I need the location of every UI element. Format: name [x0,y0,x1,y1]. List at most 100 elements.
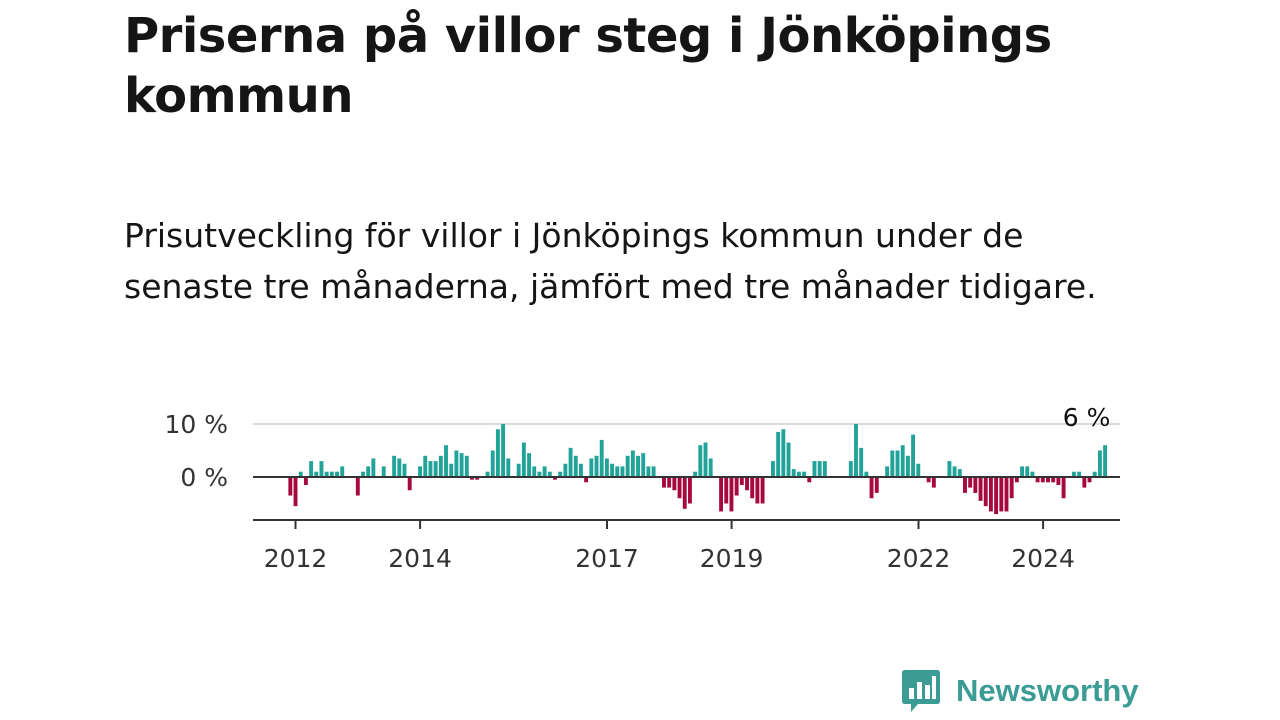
bar [874,477,879,493]
bar [610,463,615,477]
bar [366,466,371,477]
bar [1087,477,1092,483]
bar [760,477,765,504]
bar [599,439,604,477]
bar [288,477,293,496]
bar [1040,477,1045,483]
bar [615,466,620,477]
bar [298,471,303,477]
bar [869,477,874,499]
bar [854,424,858,477]
bar-chart-speech-bubble-icon [902,670,940,712]
bar [475,477,480,480]
bar [584,477,589,483]
bar [983,477,988,507]
bar [407,477,412,491]
bar [916,463,921,477]
bar [324,471,329,477]
y-tick-label: 0 % [180,463,228,492]
x-tick-label: 2017 [575,544,639,573]
bar [1097,450,1102,477]
bar [1051,477,1056,483]
bar [796,471,801,477]
bar [418,466,423,477]
y-tick-label: 10 % [164,410,228,439]
bar-layer [288,424,1108,515]
bar [361,471,365,477]
bar [817,461,822,477]
bar [931,477,936,488]
bar [314,471,319,477]
bar [667,477,672,488]
bar [630,450,635,477]
bar [397,458,402,477]
bar [952,466,957,477]
bar [682,477,687,509]
bar [459,453,464,477]
bar [900,445,905,477]
x-tick-label: 2024 [1011,544,1075,573]
bar [812,461,817,477]
bar [329,471,334,477]
bar [547,471,552,477]
bar [521,442,526,477]
bar [988,477,993,512]
bar [895,450,900,477]
bar [444,445,448,477]
bar [646,466,651,477]
bar [438,455,443,477]
bar [1014,477,1019,483]
bar [1092,471,1097,477]
bar [791,469,796,477]
bar [755,477,760,504]
bar [973,477,978,493]
bar [542,466,547,477]
bar [672,477,677,491]
x-tick-label: 2014 [388,544,452,573]
bar [786,442,791,477]
bar [994,477,999,515]
bar [1009,477,1014,499]
bar [537,471,542,477]
latest-value-annotation: 6 % [1063,403,1111,432]
bar [553,477,557,480]
bar [620,466,625,477]
bar [355,477,360,496]
bar [963,477,967,493]
bar [957,469,962,477]
bar [464,455,469,477]
bar [978,477,983,501]
bar [729,477,734,512]
bar [1025,466,1030,477]
bar [563,463,568,477]
bar [527,453,531,477]
bar [776,431,781,477]
newsworthy-brand[interactable]: Newsworthy [900,668,1139,714]
bar [319,461,324,477]
bar [885,466,890,477]
bar [703,442,708,477]
bar [303,477,308,485]
bar [905,455,910,477]
bar [490,450,495,477]
bar [433,461,438,477]
bar [335,471,339,477]
bar [495,429,500,477]
bar [708,458,713,477]
bar [568,447,573,477]
bar [604,458,609,477]
bar [724,477,729,504]
bar [926,477,931,483]
bar [579,463,583,477]
bar [1004,477,1009,512]
bar [501,424,506,477]
bar [947,461,952,477]
bar [890,450,895,477]
bar [999,477,1004,512]
bar [1103,445,1108,477]
bar [485,471,490,477]
bar [293,477,298,507]
bar [381,466,386,477]
bar [625,455,630,477]
